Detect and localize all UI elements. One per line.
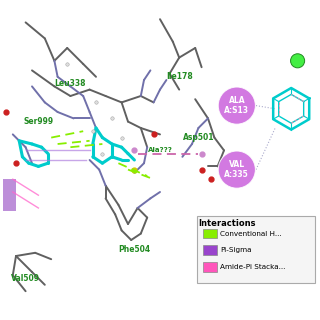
Circle shape <box>218 87 255 124</box>
Text: Amide-Pi Stacka...: Amide-Pi Stacka... <box>220 264 286 270</box>
FancyBboxPatch shape <box>197 216 315 283</box>
Circle shape <box>218 151 255 188</box>
Text: Leu338: Leu338 <box>55 79 86 88</box>
Text: Ser999: Ser999 <box>23 117 53 126</box>
Text: Asp501: Asp501 <box>183 133 214 142</box>
Text: Ala???: Ala??? <box>148 148 172 153</box>
Bar <box>3 179 16 211</box>
Text: Conventional H...: Conventional H... <box>220 231 282 236</box>
Text: Interactions: Interactions <box>198 219 256 228</box>
Bar <box>203 245 217 255</box>
Text: Val509: Val509 <box>11 274 40 283</box>
Circle shape <box>291 54 305 68</box>
Text: Pi-Sigma: Pi-Sigma <box>220 247 252 253</box>
Text: Phe504: Phe504 <box>118 245 150 254</box>
Text: VAL
A:335: VAL A:335 <box>224 160 249 179</box>
Text: ALA
A:S13: ALA A:S13 <box>224 96 249 115</box>
Bar <box>203 262 217 272</box>
Text: Ile178: Ile178 <box>166 72 193 81</box>
Bar <box>203 229 217 238</box>
